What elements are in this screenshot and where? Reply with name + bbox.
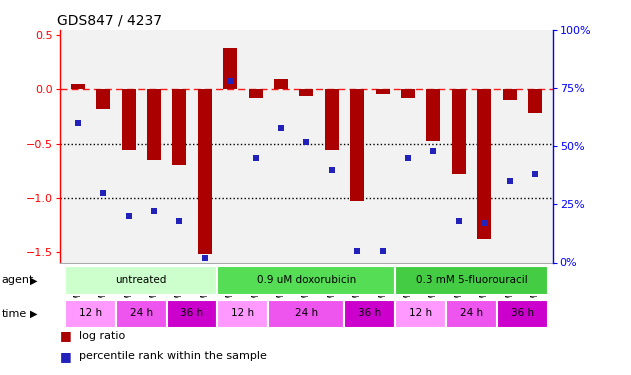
Bar: [268, 300, 345, 328]
Bar: [446, 300, 497, 328]
Text: 36 h: 36 h: [180, 308, 204, 318]
Text: ■: ■: [60, 350, 72, 363]
Text: 12 h: 12 h: [409, 308, 432, 318]
Bar: [395, 300, 446, 328]
Bar: [223, 48, 237, 90]
Text: 24 h: 24 h: [295, 308, 318, 318]
Bar: [167, 300, 218, 328]
Text: 12 h: 12 h: [79, 308, 102, 318]
Bar: [172, 90, 186, 165]
Bar: [477, 90, 491, 239]
Text: ▶: ▶: [30, 309, 38, 319]
Text: percentile rank within the sample: percentile rank within the sample: [79, 351, 267, 361]
Bar: [274, 79, 288, 90]
Text: ▶: ▶: [30, 275, 38, 285]
Bar: [218, 266, 395, 295]
Bar: [350, 90, 364, 201]
Text: 36 h: 36 h: [358, 308, 381, 318]
Bar: [116, 300, 167, 328]
Bar: [122, 90, 136, 150]
Bar: [147, 90, 161, 160]
Bar: [218, 300, 268, 328]
Bar: [65, 266, 218, 295]
Bar: [71, 84, 85, 90]
Text: 36 h: 36 h: [510, 308, 534, 318]
Text: untreated: untreated: [115, 274, 167, 285]
Bar: [299, 90, 314, 96]
Text: 24 h: 24 h: [460, 308, 483, 318]
Text: 12 h: 12 h: [232, 308, 254, 318]
Text: 24 h: 24 h: [130, 308, 153, 318]
Bar: [249, 90, 262, 98]
Text: GDS847 / 4237: GDS847 / 4237: [57, 13, 162, 27]
Bar: [375, 90, 389, 94]
Bar: [502, 90, 517, 100]
Text: log ratio: log ratio: [79, 331, 125, 340]
Text: 0.9 uM doxorubicin: 0.9 uM doxorubicin: [257, 274, 356, 285]
Text: agent: agent: [1, 275, 33, 285]
Bar: [497, 300, 548, 328]
Bar: [198, 90, 212, 254]
Bar: [96, 90, 110, 109]
Bar: [65, 300, 116, 328]
Bar: [452, 90, 466, 174]
Bar: [528, 90, 542, 113]
Bar: [325, 90, 339, 150]
Bar: [401, 90, 415, 98]
Text: time: time: [1, 309, 27, 319]
Bar: [345, 300, 395, 328]
Bar: [395, 266, 548, 295]
Text: ■: ■: [60, 329, 72, 342]
Bar: [427, 90, 440, 141]
Text: 0.3 mM 5-fluorouracil: 0.3 mM 5-fluorouracil: [416, 274, 528, 285]
